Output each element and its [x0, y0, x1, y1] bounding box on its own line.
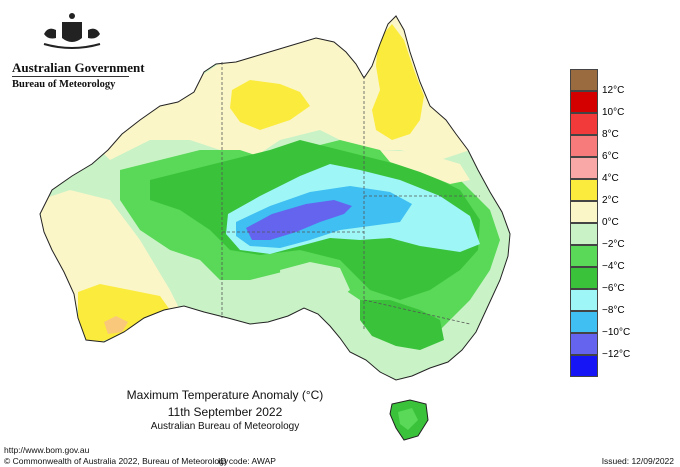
legend-label: −6°C: [602, 283, 625, 294]
legend-swatch: [570, 223, 598, 245]
footer-id-code: ID code: AWAP: [218, 456, 276, 466]
legend-swatch: [570, 311, 598, 333]
zone-sw-orange: [104, 316, 128, 334]
legend-label: 6°C: [602, 151, 619, 162]
legend-swatch: [570, 135, 598, 157]
legend-swatch: [570, 179, 598, 201]
map-org: Australian Bureau of Meteorology: [150, 421, 300, 432]
legend-label: 0°C: [602, 217, 619, 228]
legend-label: 2°C: [602, 195, 619, 206]
zone-cape-yellow: [372, 24, 424, 140]
zone-north-yellow: [230, 80, 310, 130]
legend-swatch: [570, 289, 598, 311]
legend-swatch: [570, 113, 598, 135]
logo-divider: [12, 76, 129, 77]
legend-label: 8°C: [602, 129, 619, 140]
legend-swatch: [570, 91, 598, 113]
legend-label: −4°C: [602, 261, 625, 272]
zone-se-green: [360, 300, 444, 350]
footer-issued: Issued: 12/09/2022: [601, 456, 674, 466]
footer-url[interactable]: http://www.bom.gov.au: [4, 445, 90, 455]
legend-swatch: [570, 157, 598, 179]
legend-swatch: [570, 201, 598, 223]
legend-label: 10°C: [602, 107, 625, 118]
map-title: Maximum Temperature Anomaly (°C): [126, 388, 324, 402]
legend-label: −10°C: [602, 327, 631, 338]
zone-ne-pale: [380, 150, 470, 184]
footer-copyright: © Commonwealth of Australia 2022, Bureau…: [4, 456, 229, 466]
legend-swatch: [570, 69, 598, 91]
map-date: 11th September 2022: [167, 405, 283, 419]
government-title: Australian Government: [12, 60, 145, 75]
legend-swatch: [570, 245, 598, 267]
state-borders: [221, 62, 480, 330]
legend-label: 4°C: [602, 173, 619, 184]
legend-swatch: [570, 333, 598, 355]
zone-indigo: [246, 200, 352, 240]
legend-swatch: [570, 355, 598, 377]
legend-label: 12°C: [602, 85, 625, 96]
bureau-title: Bureau of Meteorology: [12, 79, 116, 90]
legend-label: −2°C: [602, 239, 625, 250]
legend-label: −12°C: [602, 349, 631, 360]
zone-pale-green-patch: [280, 262, 350, 310]
legend-label: −8°C: [602, 305, 625, 316]
coat-of-arms-icon: [43, 13, 101, 49]
zone-sw-yellow: [78, 284, 170, 342]
legend-swatch: [570, 267, 598, 289]
